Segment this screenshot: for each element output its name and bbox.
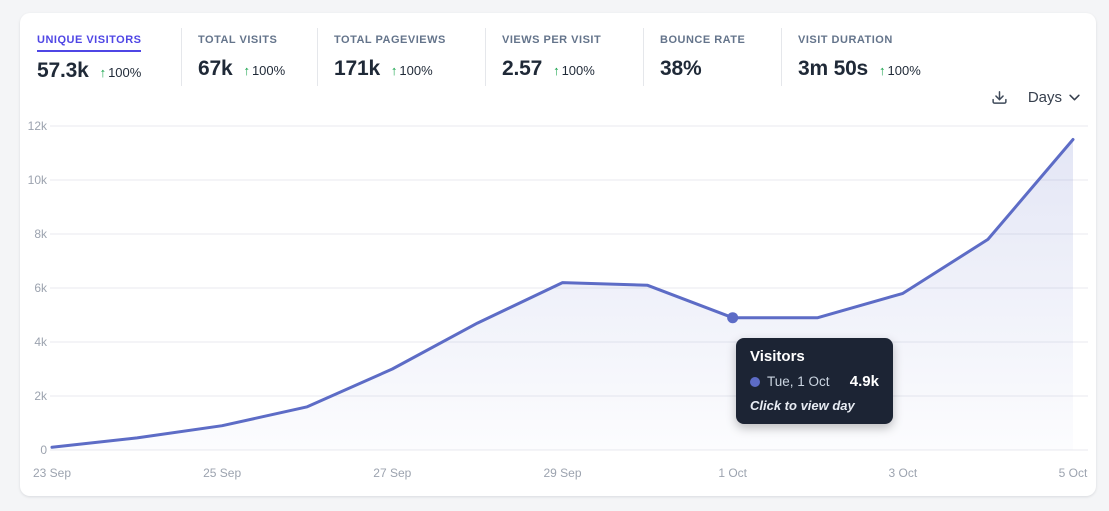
stat-value: 171k [334,57,380,80]
stat-label: VISIT DURATION [798,34,893,46]
stat-visit-duration[interactable]: VISIT DURATION 3m 50s ↑ 100% [798,28,921,86]
y-tick-label: 6k [34,281,47,295]
stat-delta: ↑ 100% [391,63,433,78]
stat-delta-value: 100% [251,63,286,78]
stat-total-visits[interactable]: TOTAL VISITS 67k ↑ 100% [198,28,318,86]
x-tick-label: 27 Sep [373,466,412,480]
stat-delta: ↑ 100% [243,63,285,78]
tooltip-title: Visitors [750,348,805,365]
y-tick-label: 2k [34,389,47,403]
stat-delta: ↑ 100% [879,63,921,78]
x-tick-label: 25 Sep [203,466,242,480]
stat-label: VIEWS PER VISIT [502,34,602,46]
arrow-up-icon: ↑ [390,63,398,78]
analytics-card: 0 2k 4k 6k 8k 10k 12k 23 Sep 25 Sep 27 Sep 29 Sep… [20,13,1096,496]
arrow-up-icon: ↑ [243,63,250,78]
x-tick-label: 3 Oct [888,466,918,480]
y-tick-label: 4k [34,335,47,349]
series-dot-icon [750,376,760,387]
chart-area [52,139,1073,450]
interval-dropdown[interactable]: Days [1028,89,1080,106]
x-tick-label: 23 Sep [32,466,72,480]
arrow-up-icon: ↑ [553,63,560,78]
interval-label: Days [1027,89,1062,106]
download-icon [992,91,1007,104]
stat-delta: ↑ 100% [100,65,142,80]
stat-delta-value: 100% [108,65,142,80]
stat-label: TOTAL VISITS [198,34,278,46]
stat-value: 2.57 [502,57,543,80]
stat-bounce-rate[interactable]: BOUNCE RATE 38% [660,28,782,86]
stat-value: 67k [198,57,233,80]
tooltip-value: 4.9k [849,373,879,390]
arrow-up-icon: ↑ [879,63,886,78]
chart-line [50,138,1075,449]
tooltip-row: Tue, 1 Oct 4.9k [750,373,879,390]
y-tick-label: 10k [27,173,47,187]
chart-controls: Days [991,89,1080,106]
stats-header: UNIQUE VISITORS 57.3k ↑ 100% TOTAL VISITS… [20,13,1096,86]
download-button[interactable] [991,89,1008,106]
stat-label: TOTAL PAGEVIEWS [334,34,446,46]
stat-total-pageviews[interactable]: TOTAL PAGEVIEWS 171k ↑ 100% [334,28,486,86]
chart-tooltip: Visitors Tue, 1 Oct 4.9k Click to view d… [736,338,893,424]
y-tick-label: 8k [34,227,47,241]
x-tick-label: 1 Oct [718,466,747,480]
x-tick-label: 29 Sep [543,466,582,480]
x-tick-label: 5 Oct [1058,466,1088,480]
stat-delta: ↑ 100% [553,63,595,78]
stat-label: UNIQUE VISITORS [37,34,142,52]
arrow-up-icon: ↑ [99,65,107,80]
stat-value: 3m 50s [798,57,869,80]
stat-views-per-visit[interactable]: VIEWS PER VISIT 2.57 ↑ 100% [502,28,644,86]
stat-delta-value: 100% [561,63,595,78]
chevron-down-icon [1069,94,1080,101]
stat-value: 38% [660,57,702,80]
stat-label: BOUNCE RATE [660,34,746,46]
stat-value: 57.3k [37,59,89,82]
highlighted-point [727,312,739,324]
tooltip-hint: Click to view day [750,398,855,413]
stat-delta-value: 100% [399,63,433,78]
tooltip-date: Tue, 1 Oct [767,374,830,389]
stat-delta-value: 100% [887,63,921,78]
y-tick-label: 12k [27,119,47,133]
stat-unique-visitors[interactable]: UNIQUE VISITORS 57.3k ↑ 100% [37,28,182,86]
y-tick-label: 0 [40,443,47,457]
